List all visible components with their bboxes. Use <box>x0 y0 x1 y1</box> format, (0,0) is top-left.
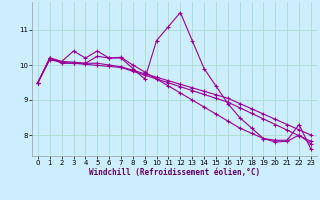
X-axis label: Windchill (Refroidissement éolien,°C): Windchill (Refroidissement éolien,°C) <box>89 168 260 177</box>
